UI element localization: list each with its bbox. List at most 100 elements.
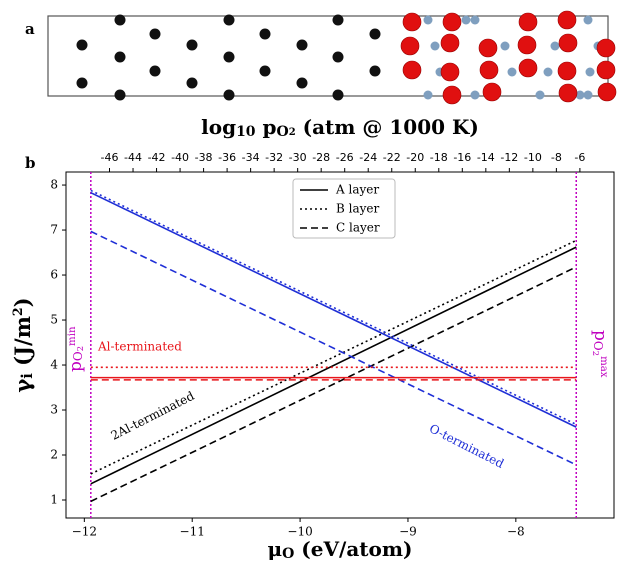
atom-al — [430, 41, 440, 51]
annotation: 2Al-terminated — [109, 389, 197, 443]
label-part: p — [66, 361, 86, 372]
atom-al — [223, 89, 235, 101]
label-part: ) — [10, 297, 35, 307]
atom-o — [442, 12, 462, 32]
atom-al — [470, 90, 480, 100]
atom-o — [440, 33, 460, 53]
y-tick-label: 8 — [50, 178, 58, 192]
atom-al — [575, 90, 585, 100]
atom-al — [296, 77, 308, 89]
atom-al — [259, 65, 271, 77]
atom-al — [149, 65, 161, 77]
atom-o — [482, 82, 502, 102]
x-axis-label: μO (eV/atom) — [268, 537, 413, 562]
x2-tick-label: -20 — [406, 151, 424, 164]
atom-o — [517, 35, 537, 55]
legend-label: C layer — [336, 221, 380, 235]
legend-box — [292, 178, 396, 239]
atom-o — [402, 12, 422, 32]
label-part: p — [591, 330, 611, 341]
x-tick-label: −11 — [180, 525, 205, 539]
label-part: i — [19, 373, 36, 379]
label-part: (J/m — [10, 316, 35, 373]
label-part: O — [71, 351, 85, 361]
atom-al — [114, 89, 126, 101]
label-part: O — [282, 546, 294, 562]
atom-al — [550, 41, 560, 51]
x2-tick-label: -40 — [171, 151, 189, 164]
x2-tick-label: -34 — [242, 151, 260, 164]
atom-al — [500, 41, 510, 51]
atom-al — [149, 28, 161, 40]
x2-tick-label: -46 — [101, 151, 119, 164]
label-part: O — [591, 341, 605, 351]
label-part: μ — [268, 537, 283, 561]
atom-o — [557, 61, 577, 81]
x2-tick-label: -36 — [218, 151, 236, 164]
y-tick-label: 3 — [50, 403, 58, 417]
atom-al — [114, 14, 126, 26]
atom-al — [543, 67, 553, 77]
y-tick-label: 6 — [50, 268, 58, 282]
x2-axis-label: log10 pO2 (atm @ 1000 K) — [201, 115, 479, 140]
atom-al — [369, 65, 381, 77]
x-tick-label: −9 — [399, 525, 417, 539]
annotation: Al-terminated — [97, 340, 182, 354]
label-part: (eV/atom) — [294, 537, 412, 561]
y-tick-label: 7 — [50, 223, 58, 237]
label-part: 2 — [76, 346, 86, 351]
legend-label: B layer — [336, 202, 380, 216]
label-part: 2 — [289, 127, 296, 138]
x2-tick-label: -44 — [124, 151, 142, 164]
atom-al — [296, 39, 308, 51]
x-tick-label: −10 — [287, 525, 312, 539]
atom-o — [479, 60, 499, 80]
atom-al — [76, 77, 88, 89]
atom-al — [223, 51, 235, 63]
x2-tick-label: -18 — [430, 151, 448, 164]
atom-al — [186, 77, 198, 89]
label-part: p — [256, 115, 277, 139]
x-tick-label: −8 — [507, 525, 525, 539]
atom-al — [585, 67, 595, 77]
atom-o — [557, 10, 577, 30]
y-tick-label: 2 — [50, 448, 58, 462]
x2-tick-label: -22 — [383, 151, 401, 164]
x2-tick-label: -24 — [359, 151, 377, 164]
series-line — [90, 266, 577, 503]
y-tick-label: 5 — [50, 313, 58, 327]
label-part: (atm @ 1000 K) — [296, 115, 479, 139]
x2-tick-label: -8 — [551, 151, 562, 164]
annotation: pO2min — [66, 326, 86, 372]
series-line — [90, 230, 577, 466]
atom-al — [507, 67, 517, 77]
label-part: 2 — [10, 307, 25, 316]
atom-al — [470, 15, 480, 25]
atomic-structure — [47, 10, 617, 105]
atom-o — [596, 38, 616, 58]
legend-label: A layer — [335, 183, 379, 197]
atom-al — [332, 14, 344, 26]
atom-al — [583, 90, 593, 100]
x2-tick-label: -16 — [453, 151, 471, 164]
atom-al — [332, 51, 344, 63]
atom-al — [535, 90, 545, 100]
atom-o — [442, 85, 462, 105]
atom-o — [597, 82, 617, 102]
x2-tick-label: -12 — [500, 151, 518, 164]
label-part: γ — [10, 379, 35, 393]
x2-tick-label: -38 — [195, 151, 213, 164]
series-line — [90, 239, 577, 475]
atom-o — [518, 58, 538, 78]
atom-al — [423, 90, 433, 100]
annotation: pO2max — [590, 330, 610, 378]
y-tick-label: 4 — [50, 358, 58, 372]
atom-al — [186, 39, 198, 51]
atom-al — [223, 14, 235, 26]
x2-tick-label: -32 — [265, 151, 283, 164]
y-tick-label: 1 — [50, 493, 58, 507]
y-axis-label: γi (J/m2) — [10, 297, 36, 392]
plot-area — [65, 171, 615, 519]
panel-label: b — [25, 154, 36, 172]
